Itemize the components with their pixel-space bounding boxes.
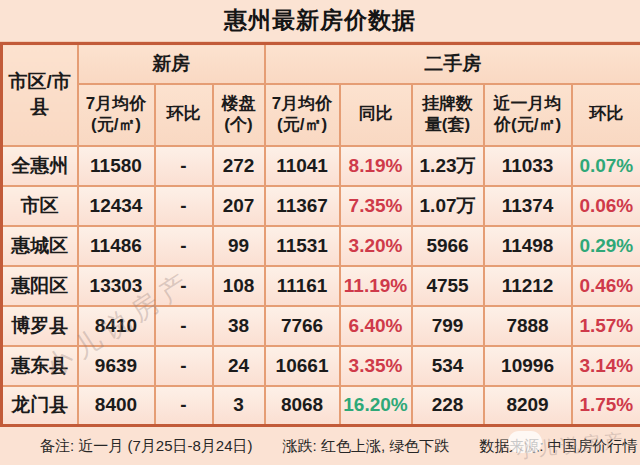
table-cell: 11367 — [265, 186, 340, 226]
footer-bar: 备注: 近一月 (7月25日-8月24日) 涨跌: 红色上涨, 绿色下跌 数据来… — [0, 427, 640, 465]
table-cell-mom: 0.06% — [572, 186, 640, 226]
table-cell: 11161 — [265, 266, 340, 306]
table-cell-mom: 0.46% — [572, 266, 640, 306]
price-table-card: 惠州最新房价数据 市区/市县 新房 二手房 7月均价(元/㎡) 环比 楼盘(个)… — [0, 0, 640, 465]
table-cell: 7888 — [484, 306, 572, 346]
table-cell: 12434 — [78, 186, 155, 226]
table-cell-mom: 1.57% — [572, 306, 640, 346]
table-cell: 9639 — [78, 346, 155, 386]
table-cell-mom: 3.14% — [572, 346, 640, 386]
table-cell: - — [155, 226, 213, 266]
col-header-mom-used: 环比 — [572, 84, 640, 146]
row-header: 惠阳区 — [2, 266, 78, 306]
col-header-month-avg: 近一月均价(元/㎡) — [484, 84, 572, 146]
col-header-mom-new: 环比 — [155, 84, 213, 146]
table-cell: 10996 — [484, 346, 572, 386]
table-cell: 11374 — [484, 186, 572, 226]
col-header-yoy: 同比 — [340, 84, 412, 146]
table-cell: - — [155, 146, 213, 186]
table-cell-yoy: 8.19% — [340, 146, 412, 186]
table-cell: 7766 — [265, 306, 340, 346]
row-header: 龙门县 — [2, 386, 78, 426]
table-cell: 228 — [412, 386, 484, 426]
table-cell: 1.23万 — [412, 146, 484, 186]
table-cell: 799 — [412, 306, 484, 346]
footer-legend: 涨跌: 红色上涨, 绿色下跌 — [283, 437, 450, 456]
col-header-july-avg-new: 7月均价(元/㎡) — [78, 84, 155, 146]
table-cell: 11580 — [78, 146, 155, 186]
table-cell: 8068 — [265, 386, 340, 426]
table-cell-yoy: 11.19% — [340, 266, 412, 306]
table-cell: 3 — [213, 386, 265, 426]
table-cell: - — [155, 186, 213, 226]
table-cell-mom: 1.75% — [572, 386, 640, 426]
table-cell: - — [155, 346, 213, 386]
table-row-boluo: 博罗县 8410 - 38 7766 6.40% 799 7888 1.57% — [2, 306, 640, 346]
header-sub-row: 7月均价(元/㎡) 环比 楼盘(个) 7月均价(元/㎡) 同比 挂牌数量(套) … — [2, 84, 640, 146]
row-header: 惠城区 — [2, 226, 78, 266]
table-cell: 8209 — [484, 386, 572, 426]
table-cell: 24 — [213, 346, 265, 386]
table-cell: 5966 — [412, 226, 484, 266]
table-row-huiyang: 惠阳区 13303 - 108 11161 11.19% 4755 11212 … — [2, 266, 640, 306]
group-header-secondhand-homes: 二手房 — [265, 44, 640, 84]
table-cell-yoy: 6.40% — [340, 306, 412, 346]
table-row-huicheng: 惠城区 11486 - 99 11531 3.20% 5966 11498 0.… — [2, 226, 640, 266]
table-cell: 11041 — [265, 146, 340, 186]
footer-note: 备注: 近一月 (7月25日-8月24日) — [40, 437, 253, 456]
table-cell: 11498 — [484, 226, 572, 266]
col-header-july-avg-used: 7月均价(元/㎡) — [265, 84, 340, 146]
table-cell: 38 — [213, 306, 265, 346]
table-cell: 272 — [213, 146, 265, 186]
table-cell: 11212 — [484, 266, 572, 306]
title-bar: 惠州最新房价数据 — [0, 0, 640, 42]
group-header-new-homes: 新房 — [78, 44, 265, 84]
page-title: 惠州最新房价数据 — [224, 5, 416, 36]
table-row-huidong: 惠东县 9639 - 24 10661 3.35% 534 10996 3.14… — [2, 346, 640, 386]
table-cell: - — [155, 266, 213, 306]
table-cell: 11531 — [265, 226, 340, 266]
table-cell: 11033 — [484, 146, 572, 186]
row-header: 惠东县 — [2, 346, 78, 386]
col-header-listings: 挂牌数量(套) — [412, 84, 484, 146]
table-cell: 11486 — [78, 226, 155, 266]
table-row-shiqu: 市区 12434 - 207 11367 7.35% 1.07万 11374 0… — [2, 186, 640, 226]
table-cell: 4755 — [412, 266, 484, 306]
table-cell: 108 — [213, 266, 265, 306]
table-cell: 13303 — [78, 266, 155, 306]
table-cell: 8400 — [78, 386, 155, 426]
row-header: 全惠州 — [2, 146, 78, 186]
table-cell-yoy: 3.35% — [340, 346, 412, 386]
table-cell: 99 — [213, 226, 265, 266]
table-cell-yoy: 16.20% — [340, 386, 412, 426]
price-table: 市区/市县 新房 二手房 7月均价(元/㎡) 环比 楼盘(个) 7月均价(元/㎡… — [0, 42, 640, 427]
col-header-projects: 楼盘(个) — [213, 84, 265, 146]
table-cell: - — [155, 306, 213, 346]
table-cell: 10661 — [265, 346, 340, 386]
table-cell: 8410 — [78, 306, 155, 346]
table-cell: 534 — [412, 346, 484, 386]
table-row-longmen: 龙门县 8400 - 3 8068 16.20% 228 8209 1.75% — [2, 386, 640, 426]
table-cell: 1.07万 — [412, 186, 484, 226]
table-cell-mom: 0.07% — [572, 146, 640, 186]
row-header: 博罗县 — [2, 306, 78, 346]
header-group-row: 市区/市县 新房 二手房 — [2, 44, 640, 84]
table-cell-mom: 0.29% — [572, 226, 640, 266]
table-row-quanhuizhou: 全惠州 11580 - 272 11041 8.19% 1.23万 11033 … — [2, 146, 640, 186]
table-cell-yoy: 7.35% — [340, 186, 412, 226]
table-cell: 207 — [213, 186, 265, 226]
row-header: 市区 — [2, 186, 78, 226]
table-cell: - — [155, 386, 213, 426]
footer-source: 数据来源: 中国房价行情 — [479, 437, 637, 456]
table-cell-yoy: 3.20% — [340, 226, 412, 266]
corner-header: 市区/市县 — [2, 44, 78, 146]
